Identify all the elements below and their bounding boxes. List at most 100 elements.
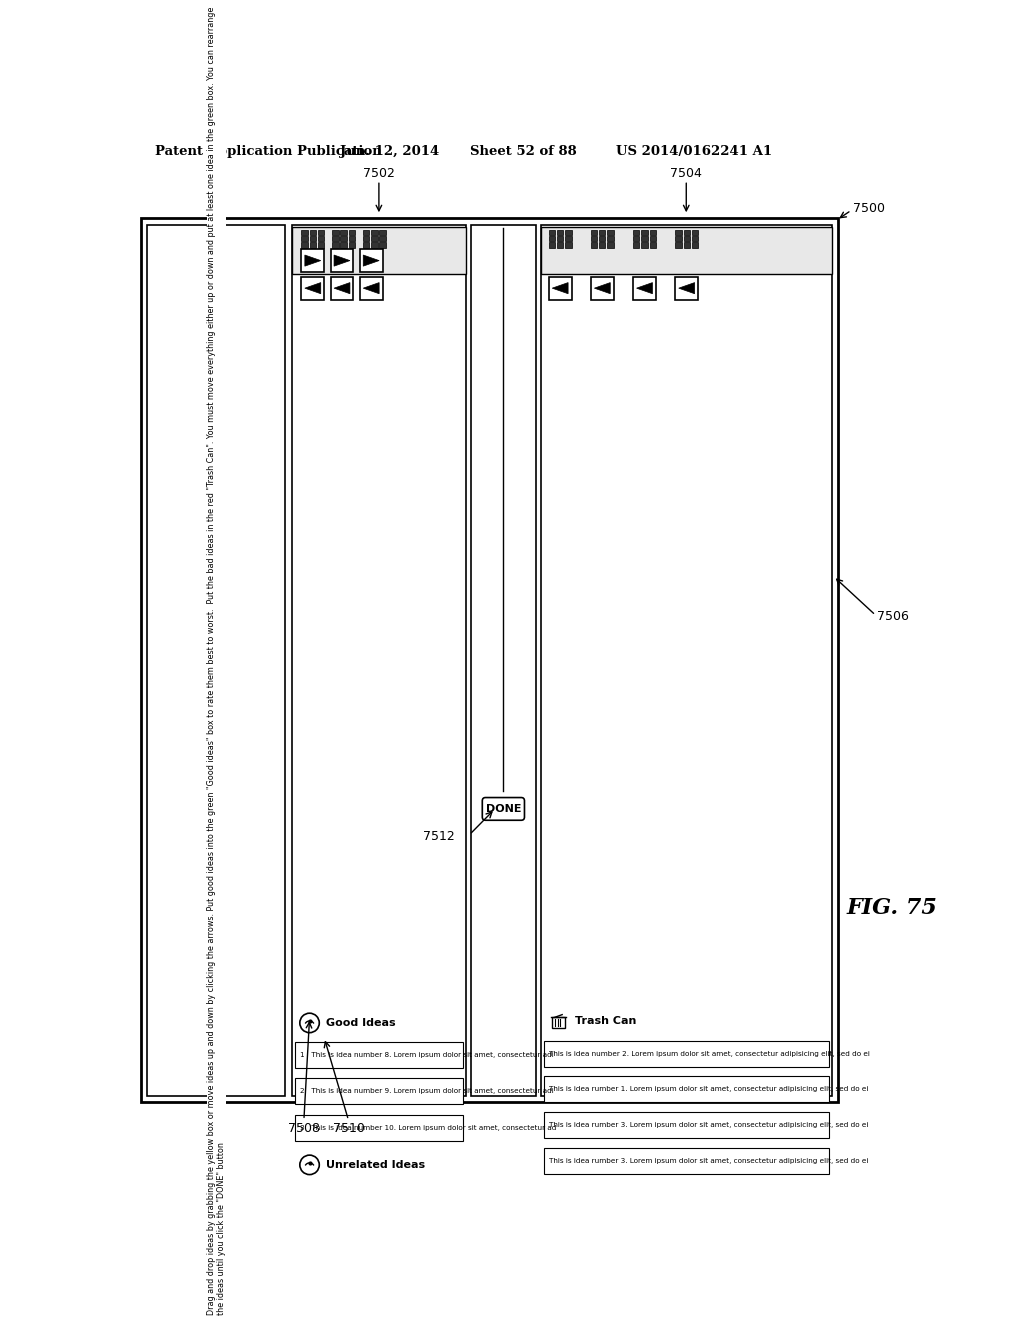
Bar bbox=[372, 230, 378, 235]
Bar bbox=[471, 224, 536, 1096]
Bar bbox=[348, 230, 355, 235]
Bar bbox=[591, 277, 613, 300]
Text: Trash Can: Trash Can bbox=[574, 1016, 636, 1027]
Bar bbox=[317, 230, 325, 235]
Bar bbox=[301, 249, 325, 272]
Bar bbox=[340, 243, 347, 248]
Bar bbox=[565, 243, 571, 248]
Bar bbox=[340, 236, 347, 242]
Bar bbox=[544, 1076, 828, 1102]
Bar bbox=[599, 243, 605, 248]
Text: FIG. 75: FIG. 75 bbox=[847, 896, 937, 919]
Bar bbox=[683, 236, 690, 242]
Bar bbox=[607, 243, 613, 248]
Bar bbox=[633, 277, 655, 300]
Bar bbox=[340, 230, 347, 235]
Bar bbox=[549, 277, 571, 300]
Bar bbox=[544, 1113, 828, 1138]
Bar bbox=[331, 277, 353, 300]
Text: 7500: 7500 bbox=[853, 202, 885, 215]
Text: 7510: 7510 bbox=[333, 1122, 365, 1135]
Bar bbox=[317, 243, 325, 248]
Bar bbox=[641, 243, 647, 248]
Bar bbox=[599, 236, 605, 242]
Bar bbox=[692, 236, 698, 242]
Bar bbox=[372, 243, 378, 248]
Bar bbox=[309, 236, 316, 242]
Bar bbox=[549, 236, 555, 242]
Text: DONE: DONE bbox=[485, 804, 521, 814]
Text: 2   This is idea number 9. Lorem ipsum dolor sit amet, consectetur adi: 2 This is idea number 9. Lorem ipsum dol… bbox=[300, 1088, 554, 1094]
Polygon shape bbox=[364, 282, 379, 294]
Text: Sheet 52 of 88: Sheet 52 of 88 bbox=[470, 145, 578, 158]
Bar bbox=[675, 230, 682, 235]
Bar bbox=[544, 1040, 828, 1067]
Bar bbox=[649, 236, 655, 242]
Bar bbox=[549, 230, 555, 235]
Bar bbox=[633, 236, 639, 242]
Bar bbox=[348, 236, 355, 242]
Bar bbox=[591, 236, 597, 242]
Text: Good Ideas: Good Ideas bbox=[326, 1018, 395, 1028]
Bar bbox=[295, 1043, 463, 1068]
FancyBboxPatch shape bbox=[482, 797, 524, 820]
Bar bbox=[309, 230, 316, 235]
Bar bbox=[332, 230, 339, 235]
Bar bbox=[301, 236, 308, 242]
Polygon shape bbox=[594, 282, 610, 294]
Bar bbox=[649, 243, 655, 248]
Polygon shape bbox=[305, 255, 321, 267]
Bar bbox=[292, 227, 466, 273]
Bar bbox=[565, 236, 571, 242]
Text: Unrelated Ideas: Unrelated Ideas bbox=[326, 1160, 425, 1170]
Bar bbox=[317, 236, 325, 242]
Bar bbox=[372, 236, 378, 242]
Text: US 2014/0162241 A1: US 2014/0162241 A1 bbox=[615, 145, 772, 158]
Polygon shape bbox=[552, 282, 568, 294]
Polygon shape bbox=[305, 282, 321, 294]
Bar bbox=[641, 236, 647, 242]
Bar bbox=[692, 230, 698, 235]
Bar bbox=[549, 243, 555, 248]
Text: This is idea rumber 3. Lorem ipsum dolor sit amet, consectetur adipisicing elit,: This is idea rumber 3. Lorem ipsum dolor… bbox=[549, 1122, 868, 1129]
Text: Jun. 12, 2014: Jun. 12, 2014 bbox=[340, 145, 439, 158]
Bar bbox=[692, 243, 698, 248]
Polygon shape bbox=[679, 282, 694, 294]
Bar bbox=[683, 243, 690, 248]
Bar bbox=[591, 230, 597, 235]
Text: Drag and drop ideas by grabbing the yellow box or move ideas up and down by clic: Drag and drop ideas by grabbing the yell… bbox=[207, 7, 226, 1315]
Bar bbox=[301, 277, 325, 300]
Polygon shape bbox=[364, 255, 379, 267]
Bar bbox=[599, 230, 605, 235]
Bar bbox=[141, 218, 839, 1102]
Bar bbox=[147, 224, 286, 1096]
Bar bbox=[544, 1148, 828, 1173]
Text: 7512: 7512 bbox=[423, 830, 455, 843]
Bar bbox=[364, 230, 370, 235]
Polygon shape bbox=[637, 282, 652, 294]
Bar bbox=[364, 243, 370, 248]
Text: This is idea rumber 1. Lorem ipsum dolor sit amet, consectetur adipisicing elit,: This is idea rumber 1. Lorem ipsum dolor… bbox=[549, 1086, 868, 1093]
Bar bbox=[332, 243, 339, 248]
Text: 7502: 7502 bbox=[362, 168, 395, 181]
Bar bbox=[541, 224, 831, 1096]
Bar bbox=[364, 236, 370, 242]
Bar bbox=[591, 243, 597, 248]
Text: 7504: 7504 bbox=[671, 168, 702, 181]
Bar bbox=[565, 230, 571, 235]
Bar bbox=[331, 249, 353, 272]
Text: 3   This is idea number 10. Lorem ipsum dolor sit amet, consectetur ad: 3 This is idea number 10. Lorem ipsum do… bbox=[300, 1126, 556, 1131]
Polygon shape bbox=[334, 255, 350, 267]
Text: 7506: 7506 bbox=[878, 610, 909, 623]
Polygon shape bbox=[334, 282, 350, 294]
Bar bbox=[301, 243, 308, 248]
Bar bbox=[633, 243, 639, 248]
Bar bbox=[557, 243, 563, 248]
Bar bbox=[557, 236, 563, 242]
Bar bbox=[607, 230, 613, 235]
Bar bbox=[295, 1078, 463, 1104]
Bar bbox=[675, 277, 698, 300]
Bar bbox=[309, 243, 316, 248]
Bar bbox=[292, 224, 466, 1096]
Text: 7508: 7508 bbox=[288, 1122, 319, 1135]
